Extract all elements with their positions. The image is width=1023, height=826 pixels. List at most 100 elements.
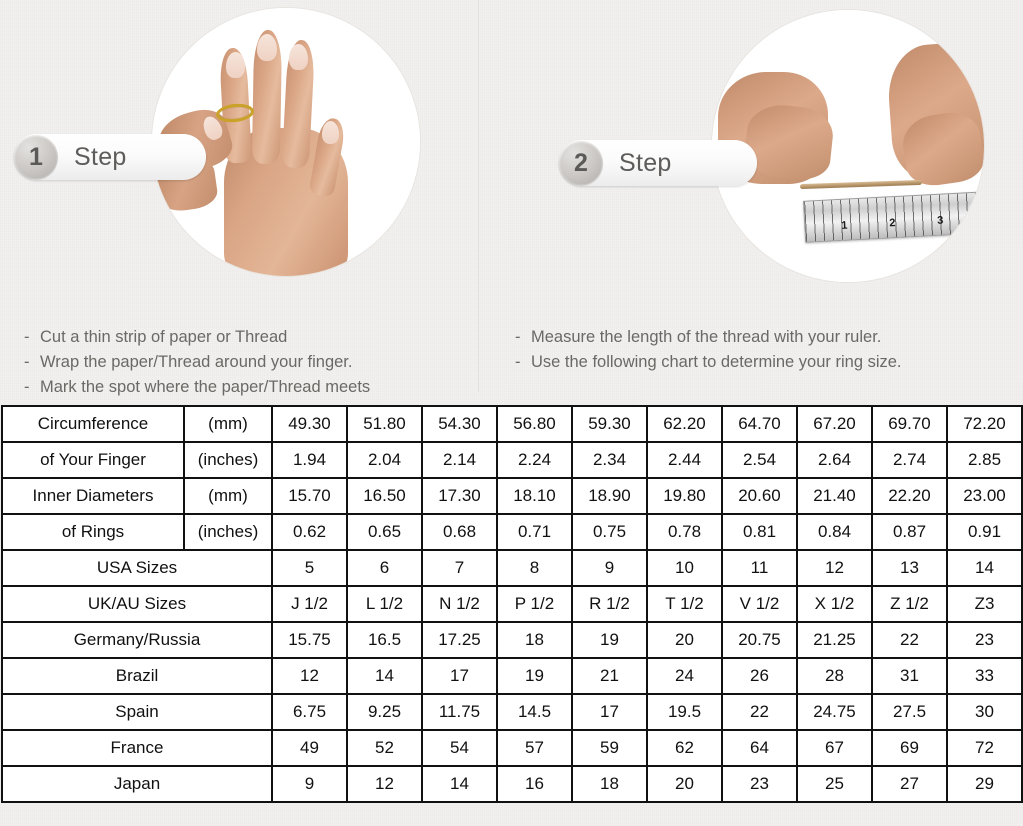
table-row: UK/AU Sizes J 1/2 L 1/2 N 1/2 P 1/2 R 1/… [1,585,1023,623]
row-label-japan: Japan [1,765,273,803]
ruler: 1 2 3 [803,191,984,243]
cell: 20.75 [721,621,798,659]
row-unit-inches: (inches) [183,513,273,551]
cell: 19 [571,621,648,659]
cell: 25 [796,765,873,803]
cell: 0.78 [646,513,723,551]
cell: 2.44 [646,441,723,479]
cell: Z3 [946,585,1023,623]
cell: 2.04 [346,441,423,479]
cell: 15.70 [271,477,348,515]
cell: 33 [946,657,1023,695]
cell: 0.65 [346,513,423,551]
ruler-mark-2: 2 [889,217,896,230]
instruction-text: Cut a thin strip of paper or Thread [40,328,288,346]
cell: 2.64 [796,441,873,479]
row-label-circumference: Circumference [1,405,185,443]
row-label-ukau: UK/AU Sizes [1,585,273,623]
cell: 21.25 [796,621,873,659]
cell: 18 [496,621,573,659]
cell: 14.5 [496,693,573,731]
cell: N 1/2 [421,585,498,623]
cell: 64 [721,729,798,767]
ruler-mark-1: 1 [841,219,848,232]
cell: 20.60 [721,477,798,515]
bullet-dash: - [515,353,521,371]
row-label-germany-russia: Germany/Russia [1,621,273,659]
little-finger-nail [322,121,339,144]
instruction-text: Mark the spot where the paper/Thread mee… [40,378,371,396]
row-label-usa: USA Sizes [1,549,273,587]
cell: 54.30 [421,405,498,443]
cell: 12 [796,549,873,587]
cell: 14 [946,549,1023,587]
cell: 1.94 [271,441,348,479]
cell: 0.75 [571,513,648,551]
row-label-inner-diameter-2: of Rings [1,513,185,551]
cell: P 1/2 [496,585,573,623]
measuring-thread [799,179,923,190]
step-2-badge: 2 Step [559,140,757,186]
cell: 24 [646,657,723,695]
ring-finger-nail [289,44,308,70]
row-unit-mm: (mm) [183,405,273,443]
row-label-brazil: Brazil [1,657,273,695]
step-1-number-circle: 1 [14,135,58,179]
cell: 69.70 [871,405,948,443]
cell: Z 1/2 [871,585,948,623]
cell: 28 [796,657,873,695]
cell: 72.20 [946,405,1023,443]
cell: 2.34 [571,441,648,479]
row-label-inner-diameter: Inner Diameters [1,477,185,515]
cell: 7 [421,549,498,587]
cell: 0.71 [496,513,573,551]
step-2-number-circle: 2 [559,141,603,185]
cell: 21 [571,657,648,695]
cell: 13 [871,549,948,587]
cell: 2.24 [496,441,573,479]
cell: 19.80 [646,477,723,515]
cell: 18.90 [571,477,648,515]
ring-size-table: Circumference (mm) 49.30 51.80 54.30 56.… [1,405,1023,803]
cell: 23 [946,621,1023,659]
cell: 0.62 [271,513,348,551]
cell: X 1/2 [796,585,873,623]
middle-nail [257,34,277,61]
cell: 29 [946,765,1023,803]
cell: 31 [871,657,948,695]
cell: 27.5 [871,693,948,731]
cell: 59 [571,729,648,767]
row-label-circumference-2: of Your Finger [1,441,185,479]
cell: 52 [346,729,423,767]
cell: 16.50 [346,477,423,515]
step-2-instructions: - Measure the length of the thread with y… [515,325,1015,375]
row-label-france: France [1,729,273,767]
panel-divider [478,0,479,392]
cell: 67.20 [796,405,873,443]
cell: 16.5 [346,621,423,659]
cell: 0.91 [946,513,1023,551]
step-1-badge: 1 Step [14,134,206,180]
cell: 18 [571,765,648,803]
bullet-dash: - [24,328,30,346]
table-row: Japan 9 12 14 16 18 20 23 25 27 29 [1,765,1023,803]
cell: 0.81 [721,513,798,551]
cell: 49 [271,729,348,767]
table-row: of Rings (inches) 0.62 0.65 0.68 0.71 0.… [1,513,1023,551]
cell: 9 [571,549,648,587]
instruction-line: - Mark the spot where the paper/Thread me… [24,375,474,400]
step-2-number: 2 [574,148,588,177]
cell: 10 [646,549,723,587]
cell: 6.75 [271,693,348,731]
step-1-label: Step [74,142,127,171]
cell: R 1/2 [571,585,648,623]
bullet-dash: - [24,353,30,371]
cell: 17 [421,657,498,695]
ruler-mark-3: 3 [936,214,944,227]
cell: 5 [271,549,348,587]
table-row: USA Sizes 5 6 7 8 9 10 11 12 13 14 [1,549,1023,587]
cell: 17.30 [421,477,498,515]
cell: 19.5 [646,693,723,731]
table-row: Germany/Russia 15.75 16.5 17.25 18 19 20… [1,621,1023,659]
cell: 21.40 [796,477,873,515]
